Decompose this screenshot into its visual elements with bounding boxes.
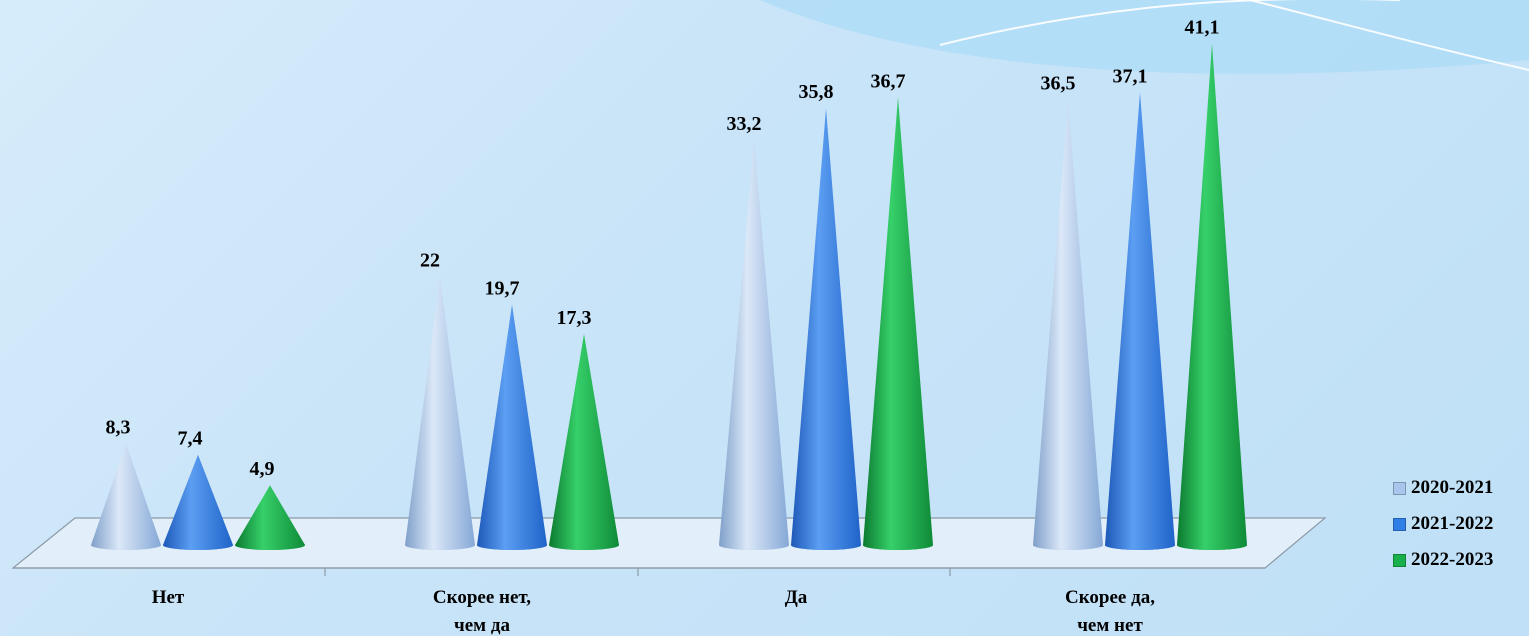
legend-item: 2021-2022 <box>1393 506 1493 542</box>
legend: 2020-2021 2021-2022 2022-2023 <box>1393 470 1493 578</box>
x-tick-label: чем нет <box>1077 615 1143 636</box>
data-label: 19,7 <box>485 278 520 300</box>
cone-bar <box>549 333 619 550</box>
data-label: 37,1 <box>1113 65 1148 87</box>
data-label: 33,2 <box>727 113 762 135</box>
data-label: 36,7 <box>871 70 906 92</box>
data-label: 4,9 <box>250 458 275 480</box>
legend-item: 2020-2021 <box>1393 470 1493 506</box>
data-label: 22 <box>420 250 440 272</box>
x-tick-label: Скорее да, <box>1065 587 1155 608</box>
cone-bar <box>1177 43 1247 550</box>
cone-bar <box>235 485 305 550</box>
data-label: 17,3 <box>557 307 592 329</box>
legend-swatch <box>1393 481 1406 495</box>
cone-bar <box>163 454 233 550</box>
cone-bar <box>863 97 933 550</box>
legend-label: 2020-2021 <box>1411 477 1494 498</box>
legend-label: 2022-2023 <box>1411 549 1494 570</box>
cone-bar <box>477 304 547 550</box>
data-label: 8,3 <box>106 417 131 439</box>
cone-bar <box>719 139 789 550</box>
cone-bar <box>405 276 475 550</box>
x-tick-label: Скорее нет, <box>433 587 531 608</box>
data-label: 35,8 <box>799 81 834 103</box>
legend-label: 2021-2022 <box>1411 513 1494 534</box>
data-label: 7,4 <box>178 428 203 450</box>
data-label: 36,5 <box>1041 73 1076 95</box>
cone-bar <box>1105 92 1175 550</box>
x-tick-label: Да <box>785 587 808 608</box>
legend-item: 2022-2023 <box>1393 542 1493 578</box>
data-label: 41,1 <box>1185 17 1220 39</box>
cone-bar <box>1033 99 1103 550</box>
cone-bar <box>91 443 161 550</box>
cone-bar <box>791 108 861 551</box>
legend-swatch <box>1393 517 1406 531</box>
x-tick-label: чем да <box>454 615 510 636</box>
x-tick-label: Нет <box>152 587 185 608</box>
legend-swatch <box>1393 553 1406 567</box>
